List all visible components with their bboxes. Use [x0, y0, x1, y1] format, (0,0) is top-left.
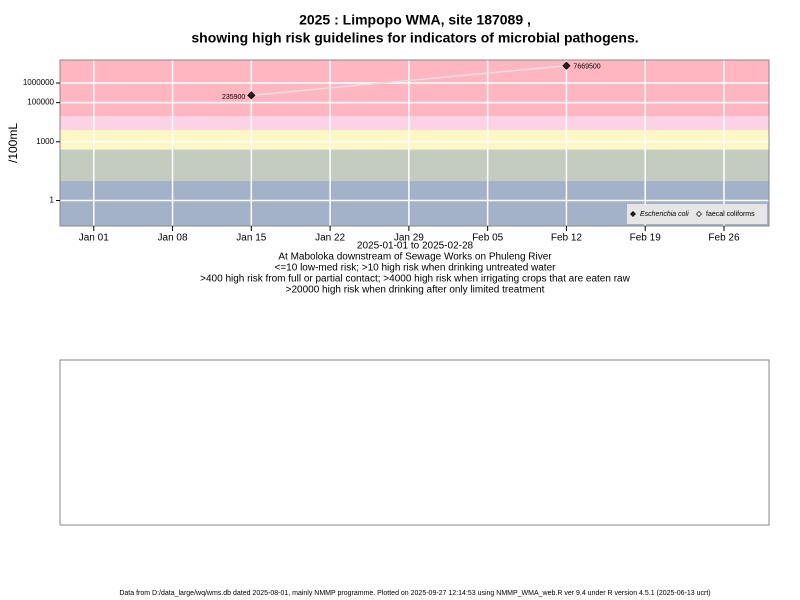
note: >20000 high risk when drinking after onl…	[286, 285, 545, 296]
x-tick-label: Feb 19	[630, 233, 662, 244]
note: <=10 low-med risk; >10 high risk when dr…	[275, 263, 557, 274]
data-label: 7669500	[573, 64, 600, 71]
x-tick-label: Feb 26	[708, 233, 740, 244]
chart-title: 2025 : Limpopo WMA, site 187089 ,	[299, 12, 531, 28]
marks: 235900 7669500	[222, 61, 601, 101]
x-tick-label: Jan 29	[394, 233, 424, 244]
y-tick-label: 1000	[36, 137, 54, 146]
legend-label: Escherichia coli	[640, 211, 689, 218]
legend-marker	[630, 211, 636, 217]
x-tick-label: Feb 05	[472, 233, 504, 244]
risk-band	[60, 116, 769, 130]
x-tick-label: Jan 22	[315, 233, 345, 244]
x-tick-label: Feb 12	[551, 233, 583, 244]
y-tick-label: 1000000	[23, 78, 55, 87]
grid	[60, 60, 769, 226]
y-tick-label: 100000	[27, 98, 54, 107]
series-line	[251, 64, 567, 97]
data-point	[247, 91, 256, 100]
empty-panel	[59, 359, 770, 526]
x-tick-label: Jan 15	[236, 233, 266, 244]
y-axis-label: /100mL	[6, 123, 20, 163]
footer: Data from D:/data_large/wq/wms.db dated …	[119, 590, 710, 597]
risk-band	[60, 149, 769, 181]
legend-marker	[696, 211, 702, 217]
bands	[60, 60, 769, 226]
note: 2025-01-01 to 2025-02-28	[357, 241, 474, 252]
x-tick-label: Jan 01	[79, 233, 109, 244]
risk-band	[60, 60, 769, 117]
note: >400 high risk from full or partial cont…	[200, 274, 630, 285]
risk-band	[60, 129, 769, 150]
x-tick-label: Jan 08	[158, 233, 188, 244]
y-tick-label: 1	[50, 196, 55, 205]
legend-label: faecal coliforms	[706, 211, 755, 218]
note: At Maboloka downstream of Sewage Works o…	[278, 252, 552, 263]
data-point	[562, 61, 571, 70]
plot-frame	[59, 59, 770, 227]
data-label: 235900	[222, 94, 245, 101]
chart-subtitle: showing high risk guidelines for indicat…	[191, 30, 638, 46]
